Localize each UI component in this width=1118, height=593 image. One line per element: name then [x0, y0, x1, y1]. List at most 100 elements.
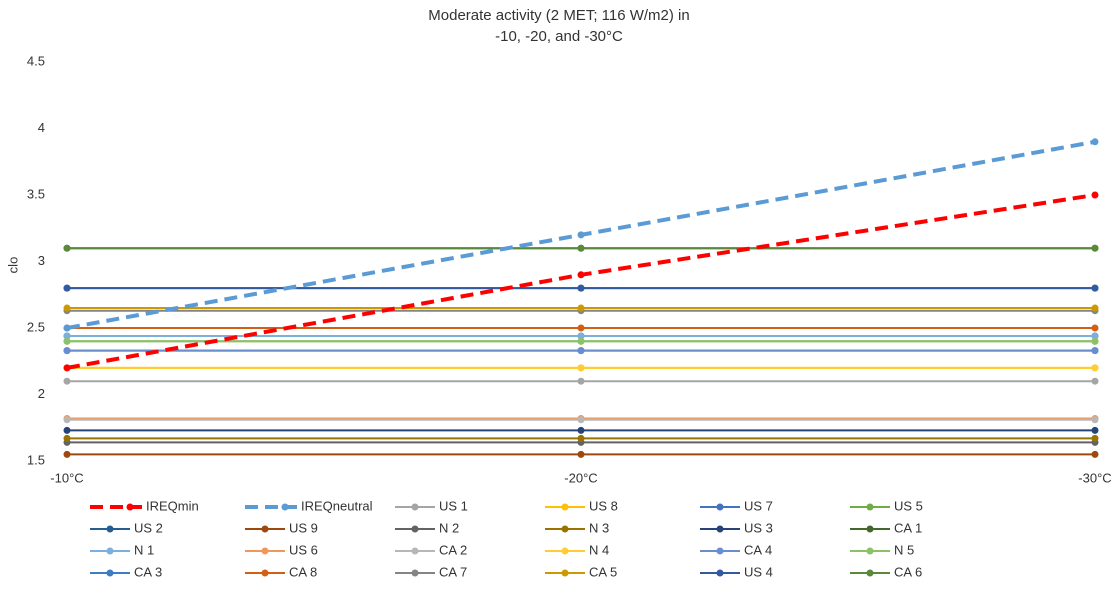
- legend-label: N 5: [894, 542, 914, 557]
- legend-marker: [126, 503, 134, 511]
- y-axis-label: clo: [5, 257, 20, 274]
- legend-marker: [716, 525, 724, 533]
- data-point: [577, 416, 585, 424]
- y-tick-label: 2.5: [27, 319, 45, 334]
- legend-marker: [866, 503, 874, 511]
- legend-marker: [106, 569, 114, 577]
- legend-label: US 6: [289, 542, 318, 557]
- data-point: [63, 450, 71, 458]
- data-point: [577, 324, 585, 332]
- data-point: [577, 271, 585, 279]
- data-point: [577, 377, 585, 385]
- y-tick-label: 4: [38, 120, 45, 135]
- legend-label: CA 6: [894, 564, 922, 579]
- data-point: [577, 304, 585, 312]
- legend-marker: [106, 525, 114, 533]
- y-tick-label: 4.5: [27, 53, 45, 68]
- data-point: [1091, 347, 1099, 355]
- data-point: [577, 284, 585, 292]
- data-point: [577, 364, 585, 372]
- data-point: [63, 434, 71, 442]
- legend-label: CA 1: [894, 520, 922, 535]
- data-point: [63, 304, 71, 312]
- legend-marker: [561, 547, 569, 555]
- legend-label: CA 8: [289, 564, 317, 579]
- data-point: [577, 426, 585, 434]
- legend-label: CA 3: [134, 564, 162, 579]
- legend-marker: [716, 569, 724, 577]
- data-point: [1091, 324, 1099, 332]
- data-point: [63, 416, 71, 424]
- data-point: [577, 434, 585, 442]
- legend-marker: [261, 547, 269, 555]
- data-point: [63, 324, 71, 332]
- data-point: [577, 347, 585, 355]
- y-tick-label: 1.5: [27, 452, 45, 467]
- data-point: [577, 450, 585, 458]
- legend-label: US 1: [439, 498, 468, 513]
- data-point: [63, 426, 71, 434]
- data-point: [1091, 138, 1099, 146]
- legend-label: US 2: [134, 520, 163, 535]
- x-tick-label: -30°C: [1078, 470, 1111, 485]
- legend-label: US 4: [744, 564, 773, 579]
- legend-marker: [281, 503, 289, 511]
- legend-marker: [716, 503, 724, 511]
- legend-label: N 1: [134, 542, 154, 557]
- legend-label: US 8: [589, 498, 618, 513]
- data-point: [1091, 364, 1099, 372]
- data-point: [63, 337, 71, 345]
- legend-label: N 2: [439, 520, 459, 535]
- data-point: [577, 337, 585, 345]
- data-point: [1091, 332, 1099, 340]
- legend-marker: [561, 503, 569, 511]
- legend-marker: [866, 569, 874, 577]
- y-tick-label: 3: [38, 253, 45, 268]
- data-point: [1091, 416, 1099, 424]
- legend-marker: [561, 569, 569, 577]
- data-point: [577, 231, 585, 239]
- legend-marker: [411, 547, 419, 555]
- data-point: [63, 377, 71, 385]
- legend-marker: [411, 569, 419, 577]
- legend-label: N 4: [589, 542, 609, 557]
- data-point: [1091, 337, 1099, 345]
- legend-marker: [866, 547, 874, 555]
- legend-marker: [261, 525, 269, 533]
- data-point: [1091, 191, 1099, 199]
- data-point: [577, 332, 585, 340]
- data-point: [1091, 244, 1099, 252]
- legend-label: CA 2: [439, 542, 467, 557]
- legend-label: US 7: [744, 498, 773, 513]
- data-point: [1091, 426, 1099, 434]
- legend-label: CA 7: [439, 564, 467, 579]
- legend-marker: [411, 503, 419, 511]
- legend-label: US 3: [744, 520, 773, 535]
- legend-label: CA 4: [744, 542, 772, 557]
- legend-marker: [561, 525, 569, 533]
- data-point: [63, 244, 71, 252]
- data-point: [63, 347, 71, 355]
- x-tick-label: -20°C: [564, 470, 597, 485]
- data-point: [63, 364, 71, 372]
- data-point: [1091, 304, 1099, 312]
- legend-label: IREQneutral: [301, 498, 373, 513]
- legend-label: CA 5: [589, 564, 617, 579]
- legend-marker: [716, 547, 724, 555]
- legend-label: IREQmin: [146, 498, 199, 513]
- x-tick-label: -10°C: [50, 470, 83, 485]
- chart-title: Moderate activity (2 MET; 116 W/m2) in: [428, 7, 689, 24]
- legend-marker: [866, 525, 874, 533]
- chart-title: -10, -20, and -30°C: [495, 28, 623, 45]
- data-point: [1091, 434, 1099, 442]
- y-tick-label: 2: [38, 386, 45, 401]
- data-point: [577, 244, 585, 252]
- legend-marker: [411, 525, 419, 533]
- data-point: [63, 332, 71, 340]
- data-point: [1091, 284, 1099, 292]
- legend-marker: [261, 569, 269, 577]
- y-tick-label: 3.5: [27, 186, 45, 201]
- data-point: [63, 284, 71, 292]
- legend-label: N 3: [589, 520, 609, 535]
